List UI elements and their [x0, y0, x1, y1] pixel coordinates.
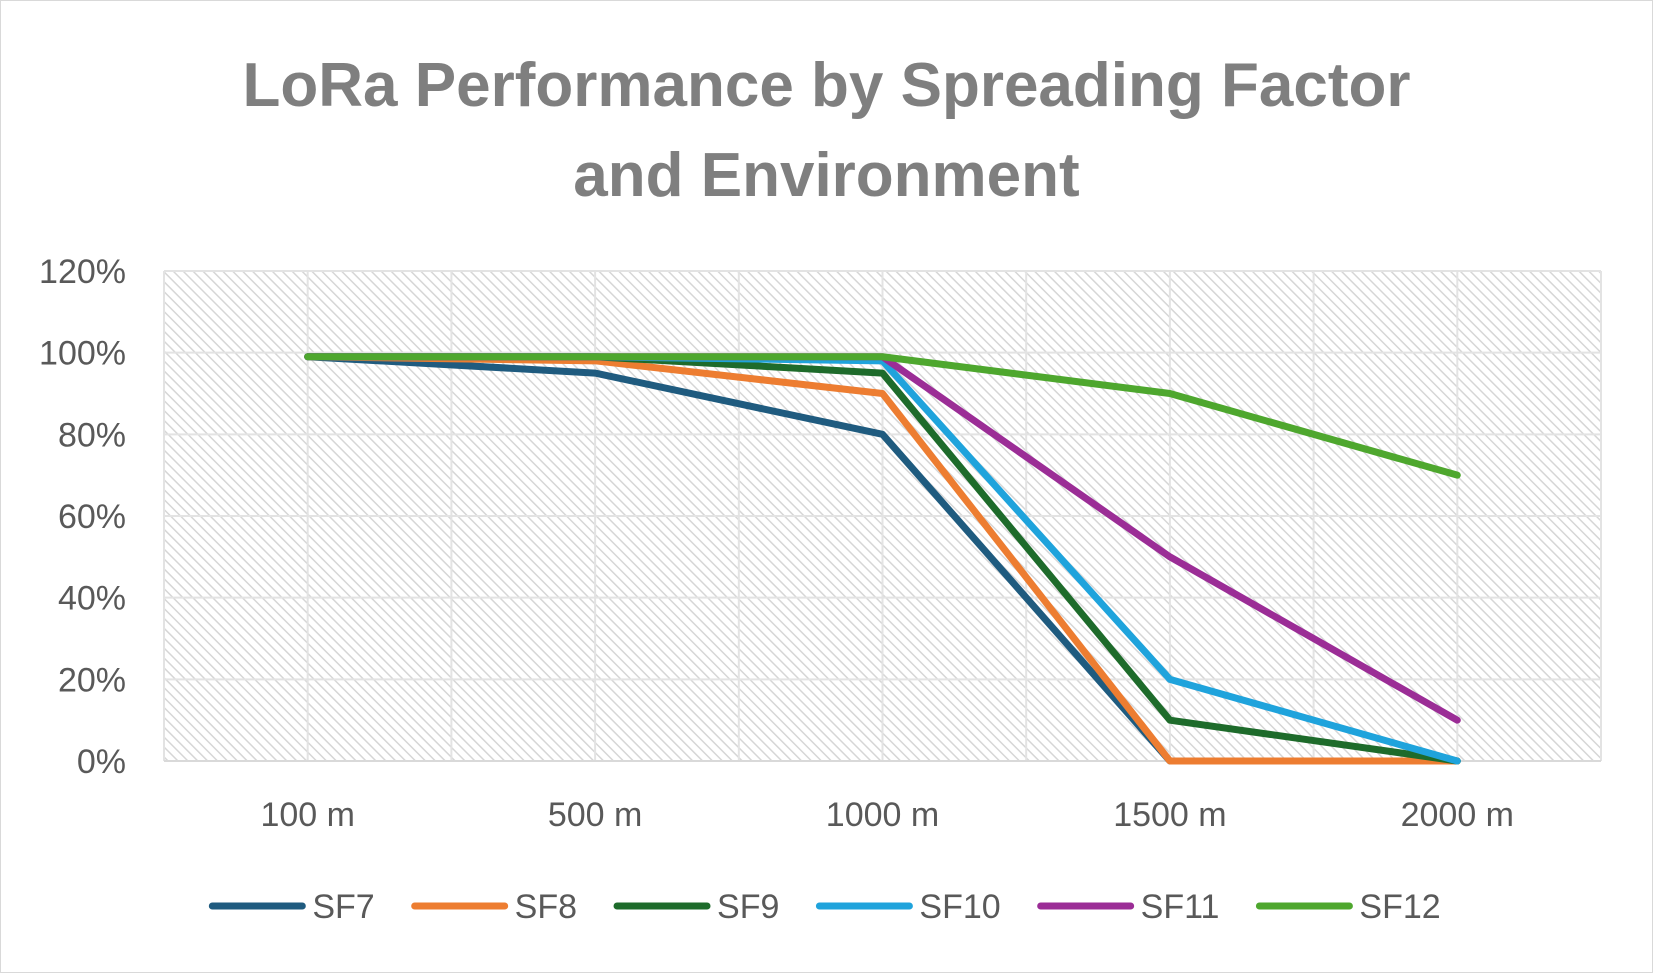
- chart-title-line-1: LoRa Performance by Spreading Factor: [242, 51, 1411, 120]
- y-tick-label: 100%: [39, 335, 126, 373]
- chart-title: LoRa Performance by Spreading Factor and…: [1, 41, 1652, 221]
- chart-title-line-2: and Environment: [573, 141, 1080, 210]
- series-lines: [304, 353, 1461, 765]
- legend-item-sf11: SF11: [1037, 888, 1220, 926]
- legend-item-sf12: SF12: [1255, 888, 1441, 926]
- y-tick-label: 60%: [58, 498, 126, 536]
- x-tick-label: 100 m: [260, 796, 355, 834]
- legend-item-sf9: SF9: [613, 888, 779, 926]
- y-tick-label: 40%: [58, 580, 126, 618]
- legend: SF7 SF8 SF9 SF10 SF11 SF12: [208, 888, 1441, 926]
- legend-label: SF11: [1141, 888, 1220, 926]
- y-tick-label: 80%: [58, 416, 126, 454]
- legend-item-sf10: SF10: [815, 888, 1001, 926]
- y-tick-label: 120%: [39, 253, 126, 291]
- legend-label: SF9: [717, 888, 779, 926]
- legend-item-sf8: SF8: [411, 888, 577, 926]
- y-tick-label: 0%: [77, 743, 126, 781]
- series-line-sf12: [304, 353, 1461, 479]
- x-axis: 100 m 500 m 1000 m 1500 m 2000 m: [260, 796, 1514, 834]
- x-tick-label: 1500 m: [1113, 796, 1226, 834]
- x-tick-label: 500 m: [548, 796, 643, 834]
- legend-label: SF12: [1359, 888, 1440, 926]
- x-tick-label: 2000 m: [1401, 796, 1514, 834]
- y-axis: 0% 20% 40% 60% 80% 100% 120%: [39, 253, 126, 781]
- legend-item-sf7: SF7: [208, 888, 375, 926]
- legend-label: SF10: [919, 888, 1000, 926]
- y-tick-label: 20%: [58, 661, 126, 699]
- legend-label: SF7: [312, 888, 374, 926]
- legend-label: SF8: [515, 888, 577, 926]
- x-tick-label: 1000 m: [826, 796, 939, 834]
